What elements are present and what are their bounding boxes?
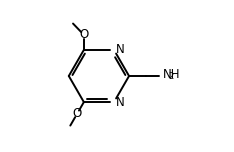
Text: NH: NH: [163, 68, 180, 81]
Text: 2: 2: [168, 72, 174, 81]
Text: O: O: [73, 107, 82, 120]
Text: O: O: [79, 28, 88, 41]
Text: N: N: [116, 43, 124, 56]
Text: N: N: [116, 96, 124, 109]
